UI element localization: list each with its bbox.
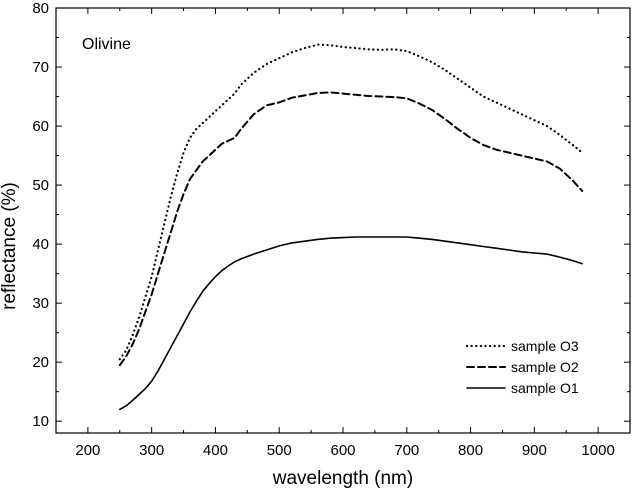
x-tick-label: 400 [203,442,228,459]
y-axis-title: reflectance (%) [0,182,20,310]
x-tick-label: 1000 [581,442,614,459]
y-tick-label: 50 [32,177,49,194]
x-tick-label: 200 [75,442,100,459]
chart-annotation: Olivine [82,36,131,53]
x-tick-label: 600 [330,442,355,459]
y-tick-label: 30 [32,295,49,312]
series-line-sample-o1 [119,236,584,411]
legend-label-sample-o1: sample O1 [511,380,579,396]
x-tick-label: 300 [139,442,164,459]
y-tick-label: 10 [32,413,49,430]
x-axis-title: wavelength (nm) [272,468,413,489]
legend-label-sample-o2: sample O2 [511,359,579,375]
x-tick-label: 900 [522,442,547,459]
series-line-sample-o2 [118,91,584,367]
series-line-sample-o3 [118,43,584,361]
legend-label-sample-o3: sample O3 [511,338,579,354]
y-tick-label: 40 [32,236,49,253]
series-layer [118,43,584,411]
y-tick-label: 70 [32,59,49,76]
ticks-layer: 200 300 400 500 600 700 800 900 1000 10 20 30 40 50 60… [32,0,630,459]
legend: sample O3 sample O2 sample O1 [465,338,579,396]
x-tick-label: 700 [394,442,419,459]
y-tick-label: 60 [32,118,49,135]
x-tick-label: 800 [458,442,483,459]
x-tick-label: 500 [267,442,292,459]
y-tick-label: 20 [32,354,49,371]
y-tick-label: 80 [32,0,49,17]
